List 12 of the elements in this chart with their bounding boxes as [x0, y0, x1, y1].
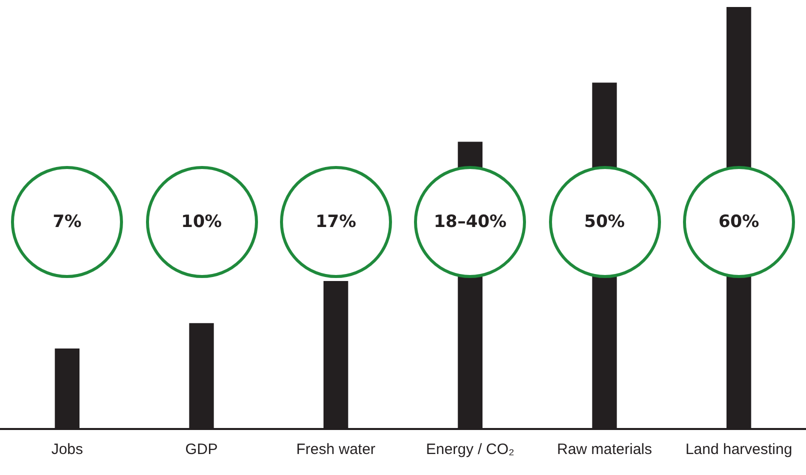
circle-badge: 18–40% — [414, 166, 526, 278]
x-tick-label: GDP — [185, 441, 218, 458]
x-tick-label: Land harvesting — [685, 441, 792, 458]
x-tick-label: Energy / CO₂ — [426, 441, 515, 458]
circle-badge: 60% — [682, 166, 795, 278]
circle-badge: 50% — [548, 166, 660, 278]
circle-badge: 7% — [11, 166, 124, 278]
x-tick-label: Jobs — [51, 441, 84, 458]
circle-badge: 10% — [146, 166, 258, 278]
circle-badge: 17% — [280, 166, 392, 278]
x-tick-label: Fresh water — [296, 441, 376, 458]
x-tick-label: Raw materials — [556, 441, 652, 458]
